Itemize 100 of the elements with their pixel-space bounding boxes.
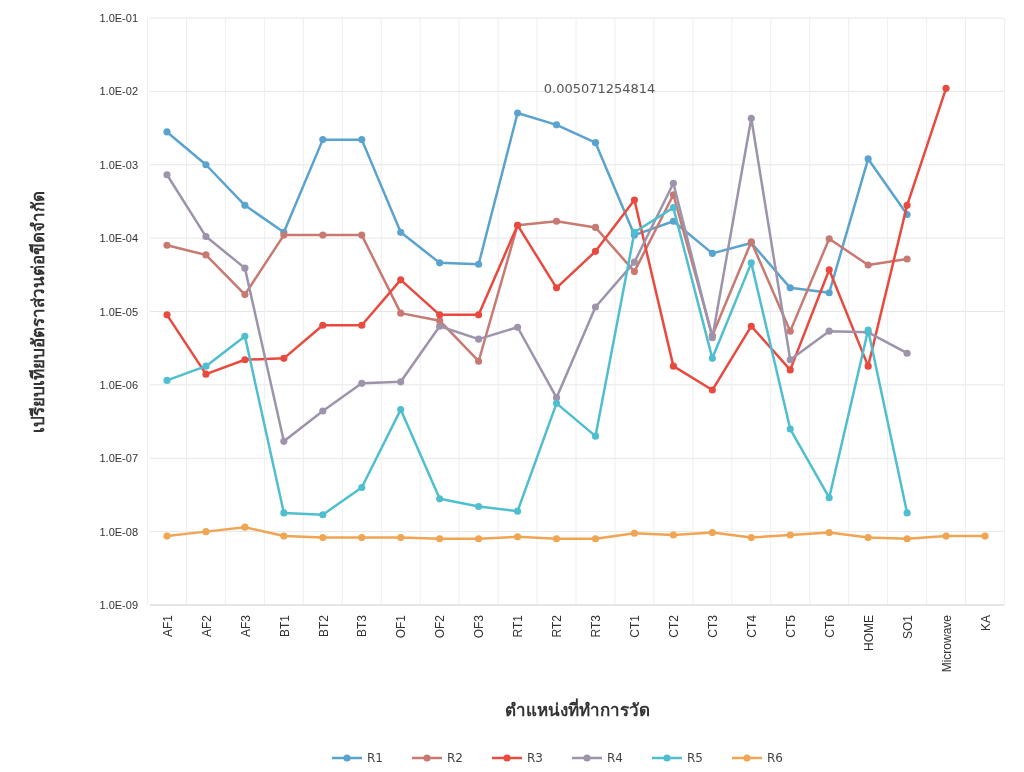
legend-label: R2 xyxy=(447,751,463,766)
point xyxy=(319,321,327,329)
point xyxy=(241,201,249,209)
x-tick-label: RT3 xyxy=(589,614,604,638)
y-tick-label: 1.0E-07 xyxy=(99,452,138,465)
point xyxy=(475,357,483,365)
point xyxy=(825,529,833,537)
point xyxy=(669,179,677,187)
point xyxy=(241,356,249,364)
point xyxy=(786,327,794,335)
point xyxy=(708,249,716,257)
point xyxy=(397,406,405,414)
legend-label: R1 xyxy=(367,751,383,766)
y-tick-label: 1.0E-01 xyxy=(99,12,138,25)
y-tick-label: 1.0E-05 xyxy=(99,305,138,318)
y-tick-label: 1.0E-02 xyxy=(99,85,138,98)
x-axis-title: ตำแหน่งที่ทำการวัด xyxy=(504,698,650,720)
point xyxy=(202,233,210,241)
point xyxy=(358,136,366,144)
point xyxy=(825,289,833,297)
point xyxy=(397,534,405,542)
point xyxy=(864,261,872,269)
y-tick-label: 1.0E-04 xyxy=(99,232,138,245)
point xyxy=(319,136,327,144)
point xyxy=(591,303,600,311)
point xyxy=(786,366,794,374)
x-tick-label: CT3 xyxy=(706,614,721,638)
point xyxy=(280,437,288,445)
x-tick-label: RT2 xyxy=(550,614,565,638)
point xyxy=(397,228,405,236)
point xyxy=(319,407,327,415)
point xyxy=(241,291,249,299)
point xyxy=(202,161,210,169)
point xyxy=(358,483,366,492)
point xyxy=(358,379,366,387)
point xyxy=(475,502,483,511)
point xyxy=(514,533,522,541)
x-tick-label: Microwave xyxy=(939,614,954,673)
point xyxy=(825,327,833,335)
legend-label: R6 xyxy=(767,751,783,766)
annotation: 0.005071254814 xyxy=(543,81,656,97)
y-tick-label: 1.0E-09 xyxy=(99,599,138,612)
x-tick-label: RT1 xyxy=(511,614,526,638)
point xyxy=(358,534,366,542)
point xyxy=(202,362,210,370)
point xyxy=(786,356,794,364)
point xyxy=(358,231,366,239)
x-tick-label: AF1 xyxy=(160,614,175,638)
x-tick-label: CT2 xyxy=(667,614,682,638)
point xyxy=(163,128,171,136)
x-tick-label: OF3 xyxy=(472,614,487,639)
x-tick-label: CT5 xyxy=(783,614,798,638)
point xyxy=(163,311,171,319)
point xyxy=(436,322,444,330)
legend-label: R3 xyxy=(527,751,543,766)
point xyxy=(630,529,638,537)
legend-label: R4 xyxy=(607,751,623,766)
y-tick-label: 1.0E-03 xyxy=(99,158,138,171)
x-tick-label: BT3 xyxy=(355,614,370,638)
x-tick-label: HOME xyxy=(861,615,876,651)
point xyxy=(708,386,716,394)
point xyxy=(552,284,561,292)
point xyxy=(436,495,444,503)
point xyxy=(397,378,405,386)
point xyxy=(163,171,171,179)
point xyxy=(747,259,755,267)
x-tick-label: CT4 xyxy=(744,614,759,638)
point xyxy=(591,223,600,231)
x-tick-label: CT6 xyxy=(822,614,837,638)
y-tick-label: 1.0E-08 xyxy=(99,525,138,538)
point xyxy=(786,531,794,539)
point xyxy=(981,532,989,540)
x-tick-label: OF2 xyxy=(433,614,448,639)
point xyxy=(475,535,483,543)
x-tick-label: CT1 xyxy=(628,614,643,638)
point xyxy=(241,523,249,531)
point xyxy=(241,332,249,340)
point xyxy=(202,251,210,259)
point xyxy=(630,268,638,276)
x-tick-label: BT2 xyxy=(316,614,331,638)
point xyxy=(163,376,171,384)
point xyxy=(514,109,522,117)
point xyxy=(319,511,327,519)
x-tick-label: AF3 xyxy=(238,614,253,638)
point xyxy=(708,354,716,362)
point xyxy=(202,370,210,378)
point xyxy=(475,260,483,268)
point xyxy=(436,259,444,267)
x-tick-label: AF2 xyxy=(199,614,214,638)
point xyxy=(436,311,444,319)
point xyxy=(864,534,872,542)
point xyxy=(319,231,327,239)
point xyxy=(475,335,483,343)
point xyxy=(942,532,950,540)
point xyxy=(241,264,249,272)
point xyxy=(552,217,561,225)
point xyxy=(708,529,716,537)
point xyxy=(747,534,755,542)
point xyxy=(280,509,288,517)
point xyxy=(903,349,911,357)
